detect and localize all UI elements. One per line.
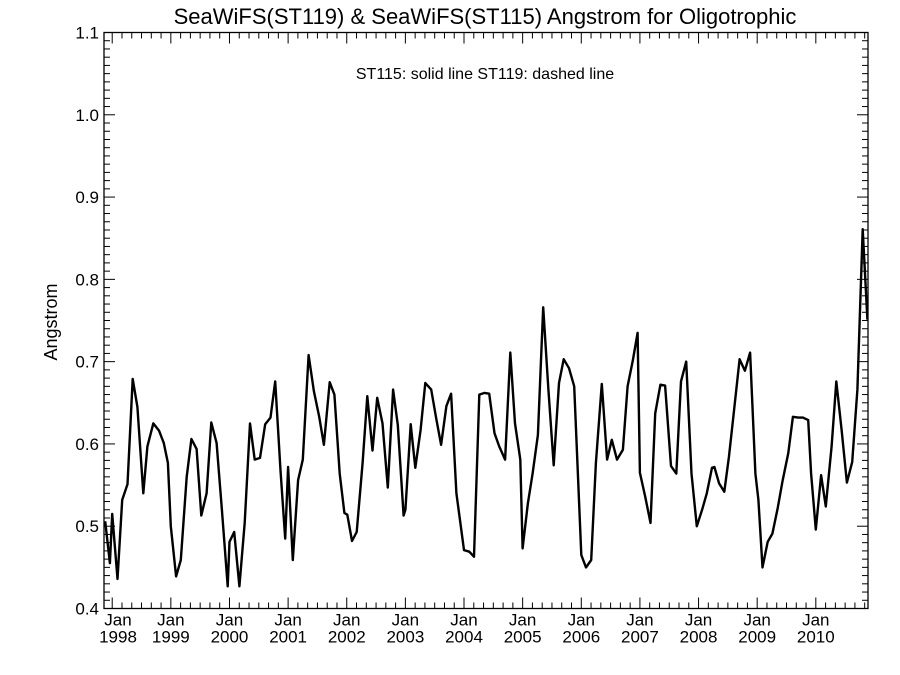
x-tick-label-month: Jan: [104, 611, 131, 630]
x-tick-label-month: Jan: [333, 611, 360, 630]
x-tick-label-month: Jan: [450, 611, 477, 630]
x-tick-label-year: 2006: [562, 628, 600, 647]
y-tick-label: 0.5: [75, 517, 99, 536]
x-tick-label-month: Jan: [685, 611, 712, 630]
y-tick-label: 0.7: [75, 353, 99, 372]
x-tick-label-year: 1999: [152, 628, 190, 647]
x-tick-label-month: Jan: [568, 611, 595, 630]
y-tick-label: 0.9: [75, 188, 99, 207]
axis-ticks: [104, 32, 868, 609]
x-tick-labels: Jan1998Jan1999Jan2000Jan2001Jan2002Jan20…: [99, 611, 835, 647]
x-tick-label-month: Jan: [509, 611, 536, 630]
series-lines: [104, 227, 869, 588]
y-tick-labels: 0.4 0.5 0.6 0.7 0.8 0.9 1.0 1.1: [75, 24, 99, 619]
y-tick-label: 0.6: [75, 435, 99, 454]
x-tick-label-month: Jan: [216, 611, 243, 630]
x-tick-label-year: 2005: [504, 628, 542, 647]
x-tick-label-year: 2003: [386, 628, 424, 647]
x-tick-label-year: 2002: [328, 628, 366, 647]
x-tick-label-year: 2007: [621, 628, 659, 647]
x-tick-label-year: 2010: [797, 628, 835, 647]
y-tick-label: 0.8: [75, 270, 99, 289]
x-tick-label-month: Jan: [743, 611, 770, 630]
x-tick-label-month: Jan: [157, 611, 184, 630]
plot-frame: [103, 31, 869, 610]
x-tick-label-year: 2008: [680, 628, 718, 647]
series-line-st115: [104, 227, 869, 588]
x-tick-label-year: 1998: [99, 628, 137, 647]
x-tick-label-year: 2009: [738, 628, 776, 647]
x-tick-label-month: Jan: [802, 611, 829, 630]
x-tick-label-year: 2004: [445, 628, 483, 647]
y-tick-label: 1.1: [75, 24, 99, 43]
x-tick-label-year: 2001: [269, 628, 307, 647]
x-tick-label-month: Jan: [392, 611, 419, 630]
y-tick-label: 1.0: [75, 106, 99, 125]
x-tick-label-year: 2000: [211, 628, 249, 647]
x-tick-label-month: Jan: [274, 611, 301, 630]
chart-title: SeaWiFS(ST119) & SeaWiFS(ST115) Angstrom…: [174, 4, 797, 29]
y-tick-label: 0.4: [75, 600, 99, 619]
x-tick-label-month: Jan: [626, 611, 653, 630]
legend-annotation: ST115: solid line ST119: dashed line: [356, 66, 614, 83]
y-axis-label: Angstrom: [41, 283, 61, 360]
